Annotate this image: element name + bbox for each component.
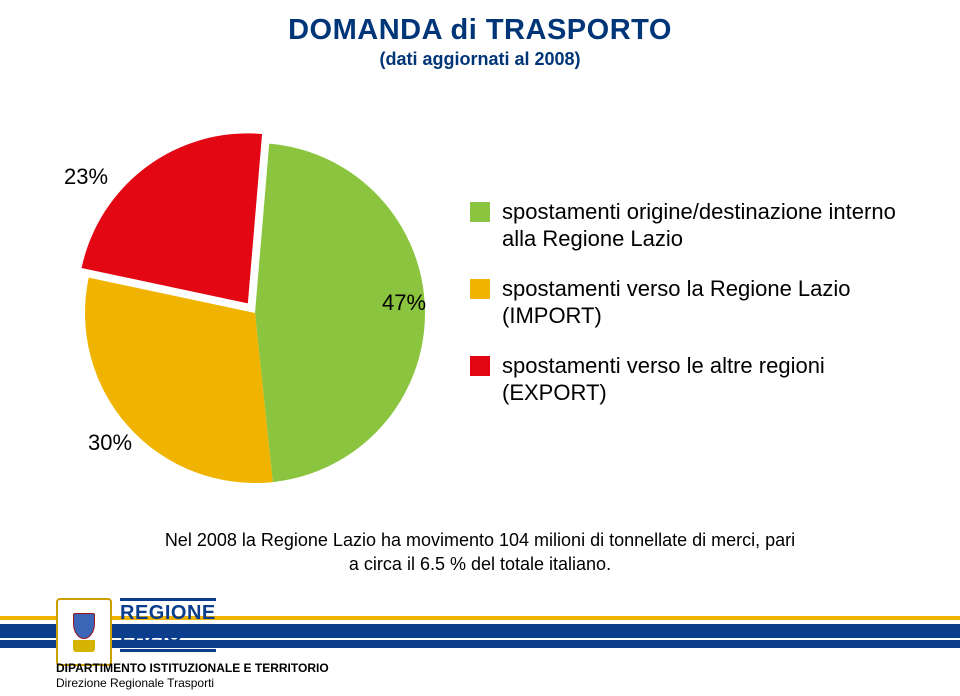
footer: REGIONE LAZIO DIPARTIMENTO ISTITUZIONALE…: [0, 606, 960, 696]
shield-icon: [73, 613, 95, 639]
chart-area: 23% 47% 30% spostamenti origine/destinaz…: [40, 100, 920, 526]
legend-item: spostamenti verso le altre regioni (EXPO…: [470, 352, 910, 407]
region-label: REGIONE LAZIO: [120, 598, 216, 652]
legend-text: spostamenti origine/destinazione interno…: [502, 198, 910, 253]
region-word: REGIONE: [120, 602, 216, 624]
dept-line: DIPARTIMENTO ISTITUZIONALE E TERRITORIO: [56, 661, 329, 675]
legend-text: spostamenti verso le altre regioni (EXPO…: [502, 352, 910, 407]
region-badge-icon: [56, 598, 112, 666]
legend-swatch-icon: [470, 356, 490, 376]
legend-swatch-icon: [470, 202, 490, 222]
pie-chart: 23% 47% 30%: [70, 128, 440, 498]
legend-item: spostamenti origine/destinazione interno…: [470, 198, 910, 253]
dept-line: Direzione Regionale Trasporti: [56, 676, 329, 690]
legend-text: spostamenti verso la Regione Lazio (IMPO…: [502, 275, 910, 330]
legend-item: spostamenti verso la Regione Lazio (IMPO…: [470, 275, 910, 330]
pie-label-2: 30%: [88, 430, 132, 456]
caption-line: a circa il 6.5 % del totale italiano.: [0, 553, 960, 576]
header: DOMANDA di TRASPORTO (dati aggiornati al…: [0, 14, 960, 70]
caption-line: Nel 2008 la Regione Lazio ha movimento 1…: [0, 529, 960, 552]
shield-icon: [73, 640, 95, 652]
pie-label-1: 47%: [382, 290, 426, 316]
footer-department: DIPARTIMENTO ISTITUZIONALE E TERRITORIO …: [56, 661, 329, 690]
pie-slice: [82, 133, 263, 303]
region-name: LAZIO: [120, 625, 183, 647]
caption: Nel 2008 la Regione Lazio ha movimento 1…: [0, 529, 960, 576]
page-subtitle: (dati aggiornati al 2008): [0, 49, 960, 70]
pie-label-0: 23%: [64, 164, 108, 190]
page-title: DOMANDA di TRASPORTO: [0, 14, 960, 47]
legend-swatch-icon: [470, 279, 490, 299]
legend: spostamenti origine/destinazione interno…: [470, 198, 910, 429]
